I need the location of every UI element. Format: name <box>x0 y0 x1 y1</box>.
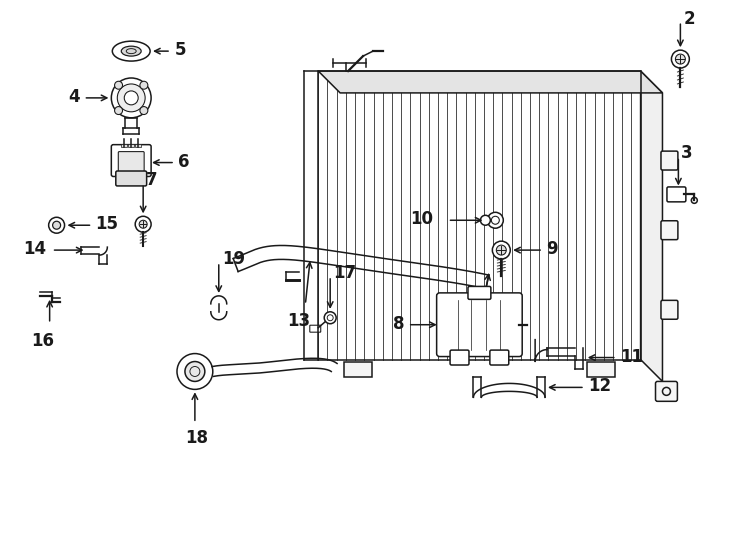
FancyBboxPatch shape <box>121 144 127 147</box>
FancyBboxPatch shape <box>667 187 686 202</box>
Circle shape <box>112 78 151 118</box>
FancyBboxPatch shape <box>661 151 678 170</box>
Circle shape <box>140 81 148 89</box>
Circle shape <box>115 106 123 114</box>
FancyBboxPatch shape <box>655 381 677 401</box>
Text: 9: 9 <box>546 240 558 258</box>
FancyBboxPatch shape <box>437 293 522 356</box>
FancyBboxPatch shape <box>116 171 147 186</box>
Text: 10: 10 <box>410 210 433 228</box>
Text: 5: 5 <box>175 41 186 59</box>
Circle shape <box>117 84 145 112</box>
FancyBboxPatch shape <box>661 300 678 319</box>
Circle shape <box>496 245 506 255</box>
Text: 17: 17 <box>333 264 356 282</box>
Circle shape <box>115 81 123 89</box>
Text: 13: 13 <box>287 312 310 330</box>
Ellipse shape <box>112 41 150 61</box>
Polygon shape <box>319 71 663 93</box>
Circle shape <box>487 212 504 228</box>
Polygon shape <box>641 71 663 381</box>
Circle shape <box>53 221 61 229</box>
Circle shape <box>185 361 205 381</box>
Circle shape <box>124 91 138 105</box>
Circle shape <box>493 241 510 259</box>
Circle shape <box>177 354 213 389</box>
Text: 6: 6 <box>178 153 189 171</box>
Circle shape <box>324 312 336 323</box>
Text: 3: 3 <box>681 144 693 161</box>
Text: 8: 8 <box>393 315 405 333</box>
FancyBboxPatch shape <box>128 144 134 147</box>
Circle shape <box>672 50 689 68</box>
FancyBboxPatch shape <box>118 152 144 172</box>
FancyBboxPatch shape <box>344 361 372 377</box>
FancyBboxPatch shape <box>468 286 491 299</box>
Text: 14: 14 <box>23 240 47 258</box>
Text: 7: 7 <box>146 172 158 190</box>
Circle shape <box>48 217 65 233</box>
Circle shape <box>481 215 490 225</box>
Circle shape <box>140 106 148 114</box>
Text: 4: 4 <box>68 88 79 106</box>
Text: 12: 12 <box>588 377 611 395</box>
FancyBboxPatch shape <box>310 325 321 332</box>
FancyBboxPatch shape <box>587 361 614 377</box>
Circle shape <box>139 220 147 228</box>
Text: 2: 2 <box>683 10 695 28</box>
FancyBboxPatch shape <box>135 144 141 147</box>
Text: 18: 18 <box>186 429 208 447</box>
FancyBboxPatch shape <box>112 145 151 177</box>
Text: 11: 11 <box>619 348 643 366</box>
Text: 19: 19 <box>222 250 245 268</box>
FancyBboxPatch shape <box>450 350 469 365</box>
Ellipse shape <box>121 46 141 56</box>
FancyBboxPatch shape <box>661 221 678 240</box>
Circle shape <box>675 54 686 64</box>
Circle shape <box>135 217 151 232</box>
Text: 15: 15 <box>95 215 118 233</box>
Text: 16: 16 <box>31 332 54 350</box>
FancyBboxPatch shape <box>490 350 509 365</box>
Text: 1: 1 <box>468 333 479 350</box>
